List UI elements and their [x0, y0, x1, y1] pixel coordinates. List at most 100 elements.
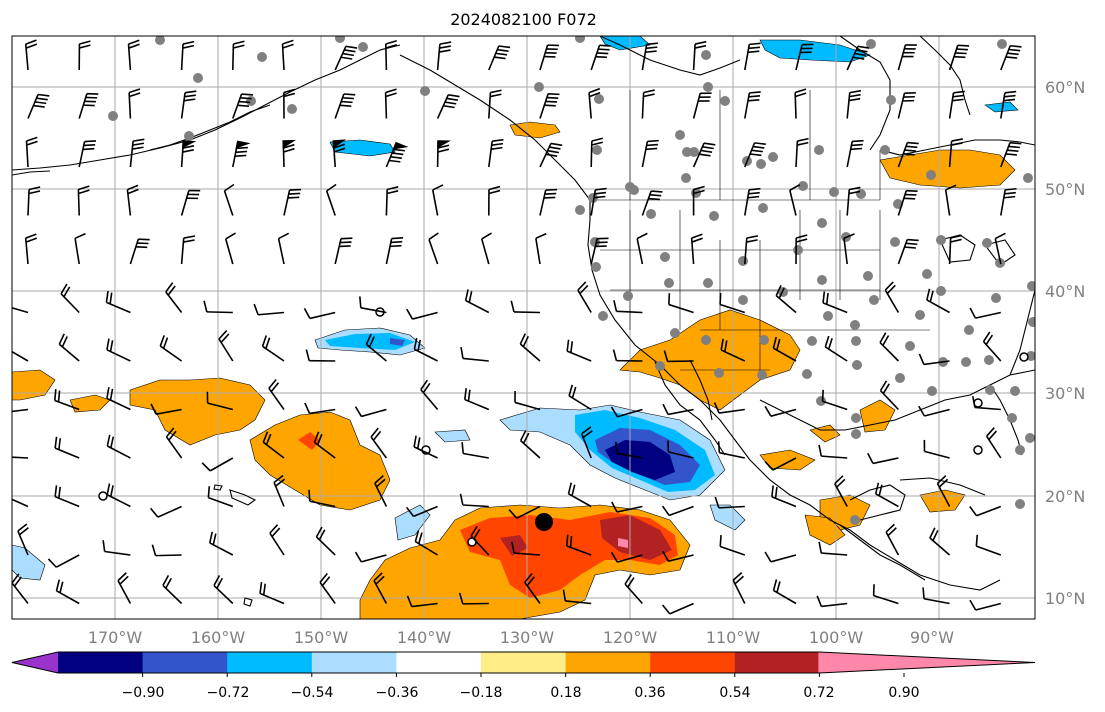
wind-barb — [982, 331, 1002, 362]
wind-barb — [373, 572, 388, 604]
colorbar-tick-label: 0.18 — [550, 685, 581, 701]
shade-navy-baja — [605, 440, 675, 480]
wind-barb — [692, 142, 716, 168]
wind-barb — [818, 444, 848, 459]
lon-label: 130°W — [500, 628, 555, 647]
wind-barb — [180, 90, 197, 119]
wind-barb — [795, 43, 814, 71]
colorbar-outline — [11, 651, 1036, 674]
wind-barb — [879, 380, 899, 411]
wind-barb — [514, 391, 541, 411]
wind-barb — [641, 89, 655, 119]
gridlines — [12, 36, 1035, 619]
wind-barb — [918, 353, 950, 366]
wind-barb — [165, 427, 183, 459]
wind-barb — [897, 44, 917, 71]
wind-barb — [127, 39, 140, 71]
wind-barb — [824, 335, 848, 362]
wind-barb — [717, 441, 745, 459]
wind-barb — [201, 457, 234, 472]
shade-orange-bc — [509, 121, 561, 139]
wind-barb — [611, 501, 643, 513]
wind-barb — [918, 405, 950, 417]
coastlines — [12, 36, 1035, 607]
wind-barb — [663, 350, 694, 363]
wind-barb — [54, 436, 80, 459]
wind-barb — [334, 93, 356, 119]
wind-barb — [641, 42, 659, 71]
wind-barb — [846, 89, 862, 119]
colorbar-tick-label: −0.72 — [207, 685, 250, 701]
wind-barb — [325, 183, 337, 216]
wind-barb — [764, 551, 797, 563]
wind-barb — [458, 592, 489, 605]
wind-barb — [405, 505, 438, 518]
wind-barb — [359, 296, 387, 314]
wind-barbs — [12, 39, 1022, 615]
wind-barb — [719, 293, 746, 314]
lon-label: 110°W — [706, 628, 761, 647]
wind-barb — [975, 534, 1002, 556]
wind-barb — [162, 575, 183, 605]
wind-barb — [969, 599, 1002, 611]
wind-barb — [764, 457, 797, 471]
lat-label: 30°N — [1045, 384, 1085, 403]
lon-labels: 170°W 160°W 150°W 140°W 130°W 120°W 110°… — [88, 628, 954, 647]
lat-label: 50°N — [1045, 180, 1085, 199]
wind-barb — [661, 602, 694, 615]
wind-barb — [662, 403, 694, 416]
wind-barb — [562, 589, 592, 605]
wind-barb — [588, 87, 601, 119]
wind-barb — [772, 579, 797, 605]
wind-barb — [897, 92, 916, 119]
wind-barb — [460, 347, 489, 362]
wind-barb — [106, 338, 131, 362]
wind-barb — [406, 308, 438, 320]
wind-barb — [590, 44, 611, 71]
station-markers — [108, 36, 1035, 525]
shade-blue-alaska-top — [599, 36, 651, 51]
lat-label: 60°N — [1045, 78, 1085, 97]
wind-barb — [744, 187, 761, 216]
wind-barb — [636, 232, 648, 265]
colorbar-tick-label: 0.54 — [719, 685, 750, 701]
wind-barb — [971, 396, 1001, 411]
shade-orange-canada — [879, 149, 1016, 189]
wind-barb — [365, 333, 387, 362]
wind-barb — [744, 142, 766, 168]
wind-barb — [488, 185, 501, 216]
wind-barb — [565, 534, 592, 556]
wind-barb — [510, 300, 541, 314]
wind-barb — [413, 435, 438, 459]
wind-barb — [436, 93, 460, 119]
wind-barb — [775, 284, 797, 314]
wind-barb — [431, 184, 444, 216]
wind-barb — [985, 427, 1002, 459]
wind-barb — [313, 431, 336, 459]
wind-barb — [615, 441, 643, 459]
wind-barb — [102, 540, 131, 556]
wind-barb — [480, 232, 492, 265]
wind-barb — [519, 333, 541, 362]
map-title: 2024082100 F072 — [450, 10, 597, 29]
wind-barb — [948, 138, 963, 168]
colorbar-tick-label: −0.54 — [291, 685, 334, 701]
colorbar-tick-label: −0.90 — [122, 685, 165, 701]
wind-barb — [305, 349, 336, 362]
wind-barb — [764, 405, 797, 417]
wind-barb — [662, 550, 694, 562]
wind-barb — [692, 185, 705, 216]
shade-red-hawaii — [298, 432, 320, 450]
lon-label: 160°W — [191, 628, 246, 647]
wind-barb — [78, 40, 91, 71]
wind-barb — [283, 88, 296, 119]
wind-barb — [12, 408, 29, 413]
wind-barb — [54, 485, 80, 508]
wind-barb — [846, 186, 861, 216]
wind-barb — [151, 544, 182, 557]
wind-barb — [641, 190, 663, 216]
wind-barb — [795, 234, 808, 265]
wind-barb — [692, 40, 707, 71]
wind-barb — [567, 482, 592, 508]
